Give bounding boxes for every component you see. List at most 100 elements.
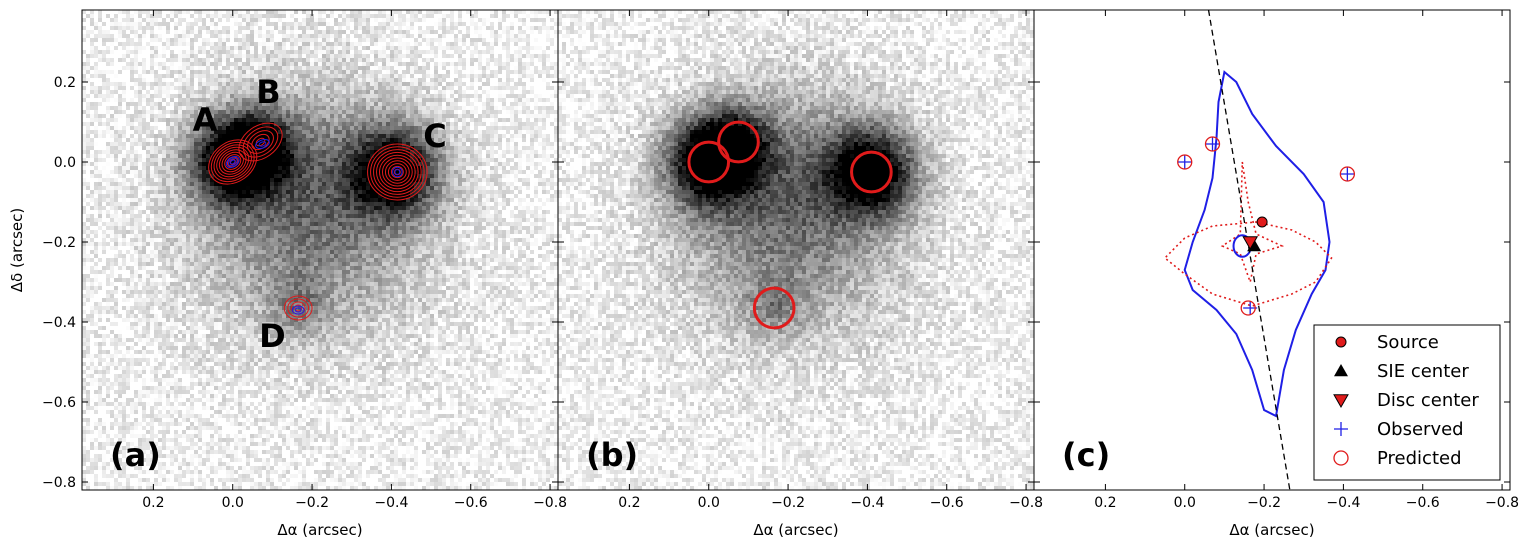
greyscale-background-image: [82, 10, 558, 490]
contour-level: [291, 305, 305, 315]
y-tick-label: 0.0: [54, 155, 76, 171]
legend: Source SIE center Disc center Observed Predi…: [1313, 324, 1501, 481]
x-tick-label: −0.8: [533, 495, 567, 511]
image-position-marker: [752, 286, 796, 330]
disc-center-marker: [1242, 236, 1259, 251]
y-tick-label: −0.6: [42, 395, 76, 411]
contour-level: [376, 151, 419, 193]
contour-level: [392, 166, 403, 178]
predicted-marker: [1240, 300, 1256, 316]
contour-level: [218, 149, 247, 175]
source-marker: [1256, 216, 1268, 228]
x-tick-label: −0.2: [1247, 495, 1281, 511]
x-axis-label: Δα (arcsec): [277, 521, 362, 539]
contour-level: [283, 295, 313, 321]
predicted-marker: [1339, 166, 1356, 182]
contour-level: [227, 157, 238, 167]
plot-area: [1163, 10, 1356, 490]
legend-sie-center-symbol: [1334, 364, 1348, 377]
red-contour-group: [367, 143, 428, 201]
x-tick-label: 0.2: [142, 495, 164, 511]
x-axis-label: Δα (arcsec): [1229, 521, 1314, 539]
legend-entry-label: Disc center: [1377, 390, 1479, 411]
x-tick-label: 0.0: [698, 495, 720, 511]
contour-level: [230, 159, 236, 165]
x-tick-label: −0.6: [454, 495, 488, 511]
x-tick-label: 0.0: [222, 495, 244, 511]
image-label-a: A: [193, 101, 218, 139]
legend-entry-label: Source: [1377, 332, 1439, 353]
contour-level: [225, 155, 240, 169]
x-tick-label: −0.4: [850, 495, 884, 511]
contour-level: [379, 154, 416, 190]
red-contour-group: [238, 122, 283, 162]
x-axis-label: Δα (arcsec): [753, 521, 838, 539]
legend-entry-label: SIE center: [1377, 361, 1469, 382]
y-tick-label: 0.2: [54, 75, 76, 91]
panel-1: AB C D 0.2 0.0 −0.2 −0.4 −0.6 −0.8 0.2 0.0 −0.2 −0.4…: [42, 9, 567, 539]
x-tick-label: 0.2: [1094, 495, 1116, 511]
contour-level: [224, 154, 242, 170]
x-tick-label: −0.2: [771, 495, 805, 511]
contour-level: [210, 141, 255, 183]
contour-level: [208, 139, 258, 185]
legend-source-symbol: [1335, 336, 1347, 348]
contour-level: [294, 307, 302, 313]
x-tick-label: −0.4: [1326, 495, 1360, 511]
image-label-b: B: [256, 73, 280, 111]
critical-curve: [1183, 70, 1331, 418]
contour-level: [370, 146, 425, 198]
panel-3: 0.2 0.0 −0.2 −0.4 −0.6 −0.8 Δα (arcsec) (c) Sour…: [1033, 9, 1519, 539]
contour-level: [242, 126, 279, 158]
legend-observed-symbol: [1334, 422, 1348, 436]
predicted-marker: [1177, 154, 1193, 170]
legend-entry-label: Predicted: [1377, 448, 1462, 469]
contour-level: [247, 130, 274, 154]
blue-contour-group: [255, 139, 270, 149]
x-tick-label: −0.8: [1485, 495, 1519, 511]
x-tick-label: −0.4: [374, 495, 408, 511]
x-tick-label: −0.2: [295, 495, 329, 511]
y-tick-label: −0.8: [42, 475, 76, 491]
predicted-marker: [1204, 136, 1221, 152]
legend-box: [1313, 324, 1501, 481]
plot-area: AB C D: [82, 10, 558, 490]
x-tick-label: 0.2: [618, 495, 640, 511]
observed-marker: [1177, 155, 1192, 169]
y-axis-label: Δδ (arcsec): [8, 208, 26, 292]
y-tick-label: −0.2: [42, 235, 76, 251]
blue-contour-group: [225, 155, 240, 169]
legend-entry-label: Observed: [1377, 419, 1464, 440]
panel-label: (b): [586, 436, 638, 474]
axes-frame: [1033, 9, 1511, 491]
contour-level: [390, 165, 404, 179]
image-position-marker: [717, 120, 760, 164]
contour-level: [373, 149, 422, 195]
inner-caustic-curve: [1220, 161, 1285, 285]
observed-marker: [1340, 167, 1355, 181]
contour-level: [238, 122, 283, 162]
x-tick-label: −0.8: [1009, 495, 1043, 511]
contour-level: [384, 160, 410, 184]
contour-level: [381, 157, 413, 187]
observed-marker: [1205, 137, 1220, 151]
contour-level: [255, 139, 270, 149]
contour-level: [294, 304, 303, 312]
caustic-curve: [1163, 221, 1333, 307]
contour-level: [387, 163, 407, 181]
y-tick-label: −0.4: [42, 315, 76, 331]
image-position-marker: [850, 150, 893, 194]
panel-label: (a): [110, 436, 161, 474]
greyscale-background-image: [558, 10, 1034, 490]
contour-level: [221, 151, 244, 173]
plot-area: [558, 10, 1034, 490]
contour-level: [394, 169, 401, 175]
contour-level: [287, 298, 310, 318]
contour-level: [367, 143, 428, 201]
legend-predicted-symbol: [1333, 450, 1349, 466]
x-tick-label: −0.6: [1406, 495, 1440, 511]
blue-contour-group: [291, 305, 305, 315]
panel-2: 0.2 0.0 −0.2 −0.4 −0.6 −0.8 Δα (arcsec) (b): [557, 9, 1043, 539]
image-label-c: C: [423, 117, 446, 155]
